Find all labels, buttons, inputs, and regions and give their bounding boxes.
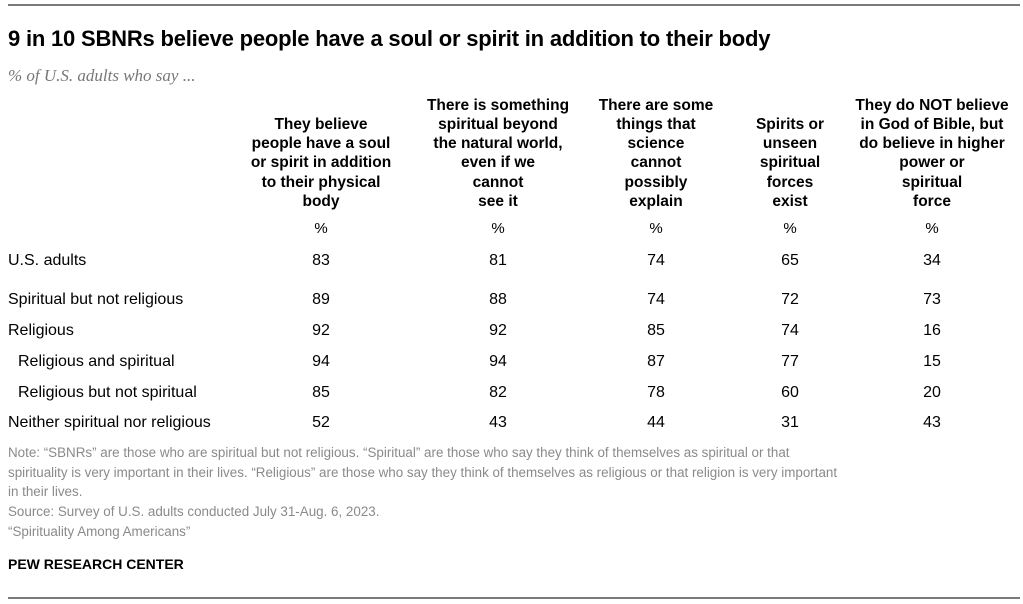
note-line: spirituality is very important in their …: [8, 465, 838, 480]
column-header: Spirits or unseen spiritual forces exist: [755, 115, 825, 210]
table-cell: 16: [923, 322, 941, 339]
note-line: in their lives.: [8, 484, 83, 499]
unit-label: %: [925, 220, 939, 237]
table-cell: 81: [489, 252, 507, 269]
table-cell: 60: [781, 384, 799, 401]
column-header: There are some things that science canno…: [598, 96, 714, 210]
table-cell: 85: [312, 384, 330, 401]
table-cell: 65: [781, 252, 799, 269]
note-line: Source: Survey of U.S. adults conducted …: [8, 504, 380, 519]
table-cell: 43: [489, 414, 507, 431]
table-cell: 74: [647, 291, 665, 308]
table-cell: 34: [923, 252, 941, 269]
column-header: They believe people have a soul or spiri…: [250, 115, 392, 210]
row-label: Spiritual but not religious: [8, 291, 184, 308]
chart-subtitle: % of U.S. adults who say ...: [8, 66, 196, 85]
table-cell: 94: [489, 353, 507, 370]
bottom-rule: [8, 597, 1020, 599]
row-label: Neither spiritual nor religious: [8, 414, 211, 431]
unit-label: %: [491, 220, 505, 237]
column-header: There is something spiritual beyond the …: [426, 96, 570, 210]
table-cell: 20: [923, 384, 941, 401]
table-cell: 82: [489, 384, 507, 401]
table-cell: 92: [489, 322, 507, 339]
table-cell: 77: [781, 353, 799, 370]
row-label: Religious: [8, 322, 74, 339]
table-cell: 74: [647, 252, 665, 269]
unit-label: %: [649, 220, 663, 237]
table-cell: 89: [312, 291, 330, 308]
row-label: U.S. adults: [8, 252, 87, 269]
table-cell: 78: [647, 384, 665, 401]
table-cell: 43: [923, 414, 941, 431]
table-cell: 92: [312, 322, 330, 339]
row-label: Religious but not spiritual: [18, 384, 197, 401]
top-rule: [8, 4, 1020, 6]
table-cell: 73: [923, 291, 941, 308]
brand-label: PEW RESEARCH CENTER: [8, 556, 184, 572]
table-cell: 74: [781, 322, 799, 339]
table-cell: 15: [923, 353, 941, 370]
table-cell: 52: [312, 414, 330, 431]
table-cell: 88: [489, 291, 507, 308]
note-line: “Spirituality Among Americans”: [8, 524, 191, 539]
table-cell: 83: [312, 252, 330, 269]
chart-title: 9 in 10 SBNRs believe people have a soul…: [8, 26, 771, 51]
unit-label: %: [783, 220, 797, 237]
table-cell: 85: [647, 322, 665, 339]
table-cell: 44: [647, 414, 665, 431]
table-cell: 72: [781, 291, 799, 308]
column-header: They do NOT believe in God of Bible, but…: [855, 96, 1009, 210]
unit-label: %: [314, 220, 328, 237]
note-line: Note: “SBNRs” are those who are spiritua…: [8, 445, 790, 460]
table-cell: 31: [781, 414, 799, 431]
table-cell: 94: [312, 353, 330, 370]
row-label: Religious and spiritual: [18, 353, 175, 370]
table-cell: 87: [647, 353, 665, 370]
